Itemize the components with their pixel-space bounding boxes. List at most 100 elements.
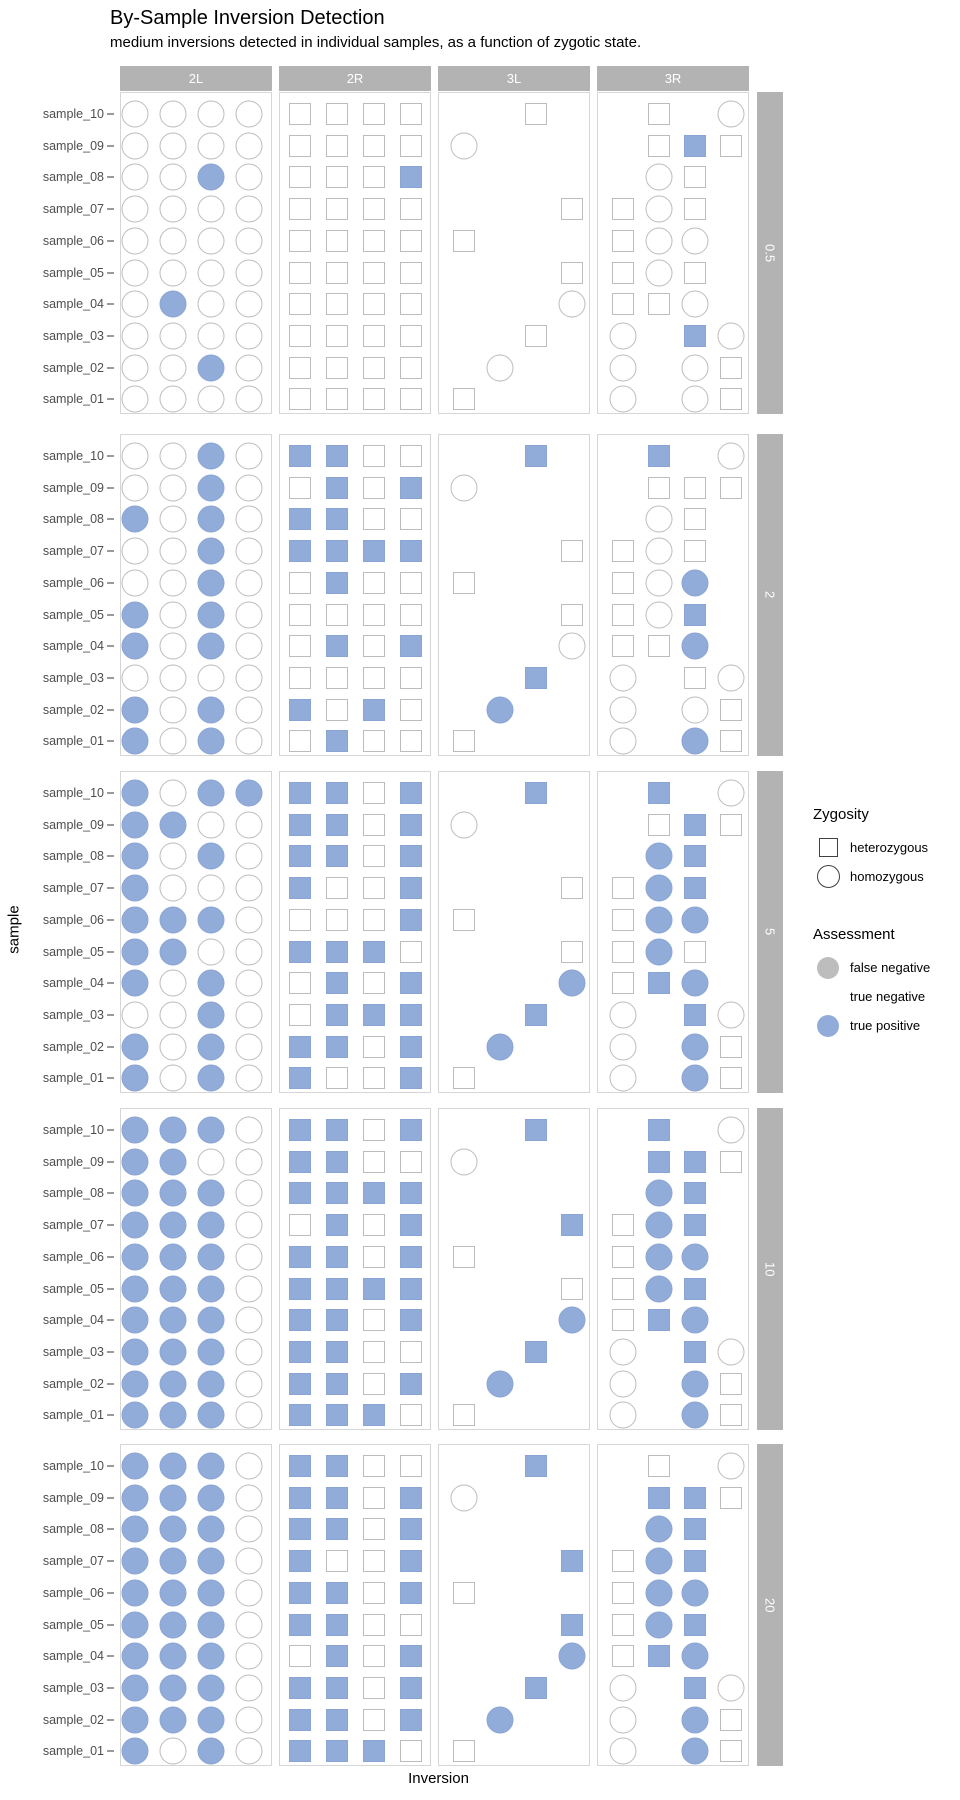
marker-square-true-negative xyxy=(289,972,311,995)
marker-square-true-positive xyxy=(326,1581,348,1604)
y-axis-tick xyxy=(107,1255,114,1258)
marker-square-true-positive xyxy=(400,1119,422,1141)
marker-circle-true-negative xyxy=(159,132,187,160)
y-axis-tick xyxy=(107,518,114,521)
marker-circle-true-negative xyxy=(235,1243,263,1271)
marker-circle-true-positive xyxy=(197,1306,225,1334)
marker-circle-true-negative xyxy=(609,1033,637,1061)
marker-circle-true-negative xyxy=(235,1547,263,1575)
marker-circle-true-positive xyxy=(121,1401,149,1429)
marker-square-true-negative xyxy=(326,698,348,721)
marker-square-true-positive xyxy=(648,782,670,804)
marker-circle-true-negative xyxy=(609,385,637,413)
marker-square-true-positive xyxy=(326,1518,348,1541)
marker-square-true-negative xyxy=(363,1708,385,1731)
y-axis-tick xyxy=(107,208,114,211)
marker-square-true-negative xyxy=(400,1340,422,1363)
marker-circle-true-negative xyxy=(235,569,263,597)
marker-circle-true-negative xyxy=(235,601,263,628)
marker-circle-true-positive xyxy=(121,505,149,533)
marker-circle-true-negative xyxy=(235,632,263,660)
marker-circle-true-negative xyxy=(558,290,586,318)
marker-circle-true-negative xyxy=(235,227,263,255)
marker-circle-true-negative xyxy=(645,537,673,565)
y-axis-tick xyxy=(107,1077,114,1080)
marker-square-true-negative xyxy=(720,388,742,411)
y-axis-tick xyxy=(107,1414,114,1417)
marker-circle-true-negative xyxy=(159,163,187,191)
marker-square-true-negative xyxy=(363,782,385,804)
marker-square-true-negative xyxy=(326,293,348,316)
marker-circle-true-positive xyxy=(121,696,149,724)
marker-square-true-negative xyxy=(648,635,670,658)
marker-square-true-negative xyxy=(363,476,385,499)
marker-circle-true-negative xyxy=(121,385,149,413)
marker-square-true-negative xyxy=(720,476,742,499)
marker-square-true-positive xyxy=(400,1676,422,1699)
marker-circle-true-negative xyxy=(235,938,263,965)
marker-circle-true-positive xyxy=(159,1370,187,1398)
marker-circle-true-positive xyxy=(159,1243,187,1271)
marker-circle-true-positive xyxy=(121,1116,149,1144)
marker-circle-true-negative xyxy=(159,259,187,286)
marker-circle-true-negative xyxy=(450,132,478,160)
marker-square-true-positive xyxy=(326,1245,348,1268)
marker-circle-true-negative xyxy=(121,163,149,191)
marker-circle-true-negative xyxy=(159,1064,187,1092)
marker-square-true-positive xyxy=(400,845,422,868)
marker-circle-true-negative xyxy=(609,1674,637,1702)
marker-square-true-negative xyxy=(289,324,311,347)
marker-circle-true-positive xyxy=(197,474,225,502)
marker-circle-true-negative xyxy=(235,1211,263,1239)
marker-square-true-negative xyxy=(363,1309,385,1332)
marker-square-true-negative xyxy=(363,445,385,467)
marker-circle-true-positive xyxy=(121,938,149,965)
marker-circle-true-positive xyxy=(197,569,225,597)
marker-circle-true-negative xyxy=(159,874,187,902)
marker-square-true-negative xyxy=(648,293,670,316)
marker-circle-true-positive xyxy=(159,1338,187,1366)
marker-square-true-negative xyxy=(684,508,706,531)
sample-label: sample_06 xyxy=(42,912,104,927)
y-axis-tick xyxy=(107,792,114,794)
marker-circle-true-positive xyxy=(681,632,709,660)
marker-circle-true-positive xyxy=(681,727,709,755)
marker-circle-true-negative xyxy=(235,1306,263,1334)
marker-square-true-positive xyxy=(684,813,706,836)
marker-circle-true-positive xyxy=(197,1642,225,1670)
marker-square-true-negative xyxy=(720,1150,742,1173)
y-axis-tick xyxy=(107,455,114,457)
marker-circle-true-negative xyxy=(645,227,673,255)
marker-circle-true-negative xyxy=(159,664,187,692)
legend-item-false-negative: false negative xyxy=(813,953,960,982)
marker-circle-true-positive xyxy=(197,1179,225,1207)
marker-circle-true-positive xyxy=(681,1033,709,1061)
marker-circle-true-positive xyxy=(645,1547,673,1575)
marker-square-true-negative xyxy=(400,1150,422,1173)
marker-square-true-positive xyxy=(525,782,547,804)
marker-square-true-negative xyxy=(326,324,348,347)
marker-circle-true-positive xyxy=(121,1515,149,1543)
marker-circle-true-positive xyxy=(121,1370,149,1398)
marker-circle-true-positive xyxy=(486,696,514,724)
marker-circle-true-positive xyxy=(645,938,673,965)
y-axis-tick xyxy=(107,1129,114,1131)
marker-square-true-negative xyxy=(720,1740,742,1763)
marker-circle-true-negative xyxy=(197,290,225,318)
sample-label: sample_02 xyxy=(42,1376,104,1391)
marker-circle-true-negative xyxy=(717,1338,745,1366)
marker-circle-true-negative xyxy=(235,696,263,724)
marker-circle-true-positive xyxy=(197,1116,225,1144)
sample-label: sample_06 xyxy=(42,575,104,590)
marker-square-true-negative xyxy=(400,324,422,347)
marker-circle-true-negative xyxy=(197,259,225,286)
marker-square-true-negative xyxy=(612,540,634,563)
marker-circle-true-positive xyxy=(121,1611,149,1638)
marker-circle-true-positive xyxy=(159,290,187,318)
marker-square-true-positive xyxy=(684,1182,706,1205)
marker-circle-true-positive xyxy=(159,906,187,934)
marker-circle-true-positive xyxy=(197,969,225,997)
marker-square-true-negative xyxy=(363,1581,385,1604)
y-axis-title: sample xyxy=(5,905,23,954)
marker-circle-true-positive xyxy=(681,1243,709,1271)
